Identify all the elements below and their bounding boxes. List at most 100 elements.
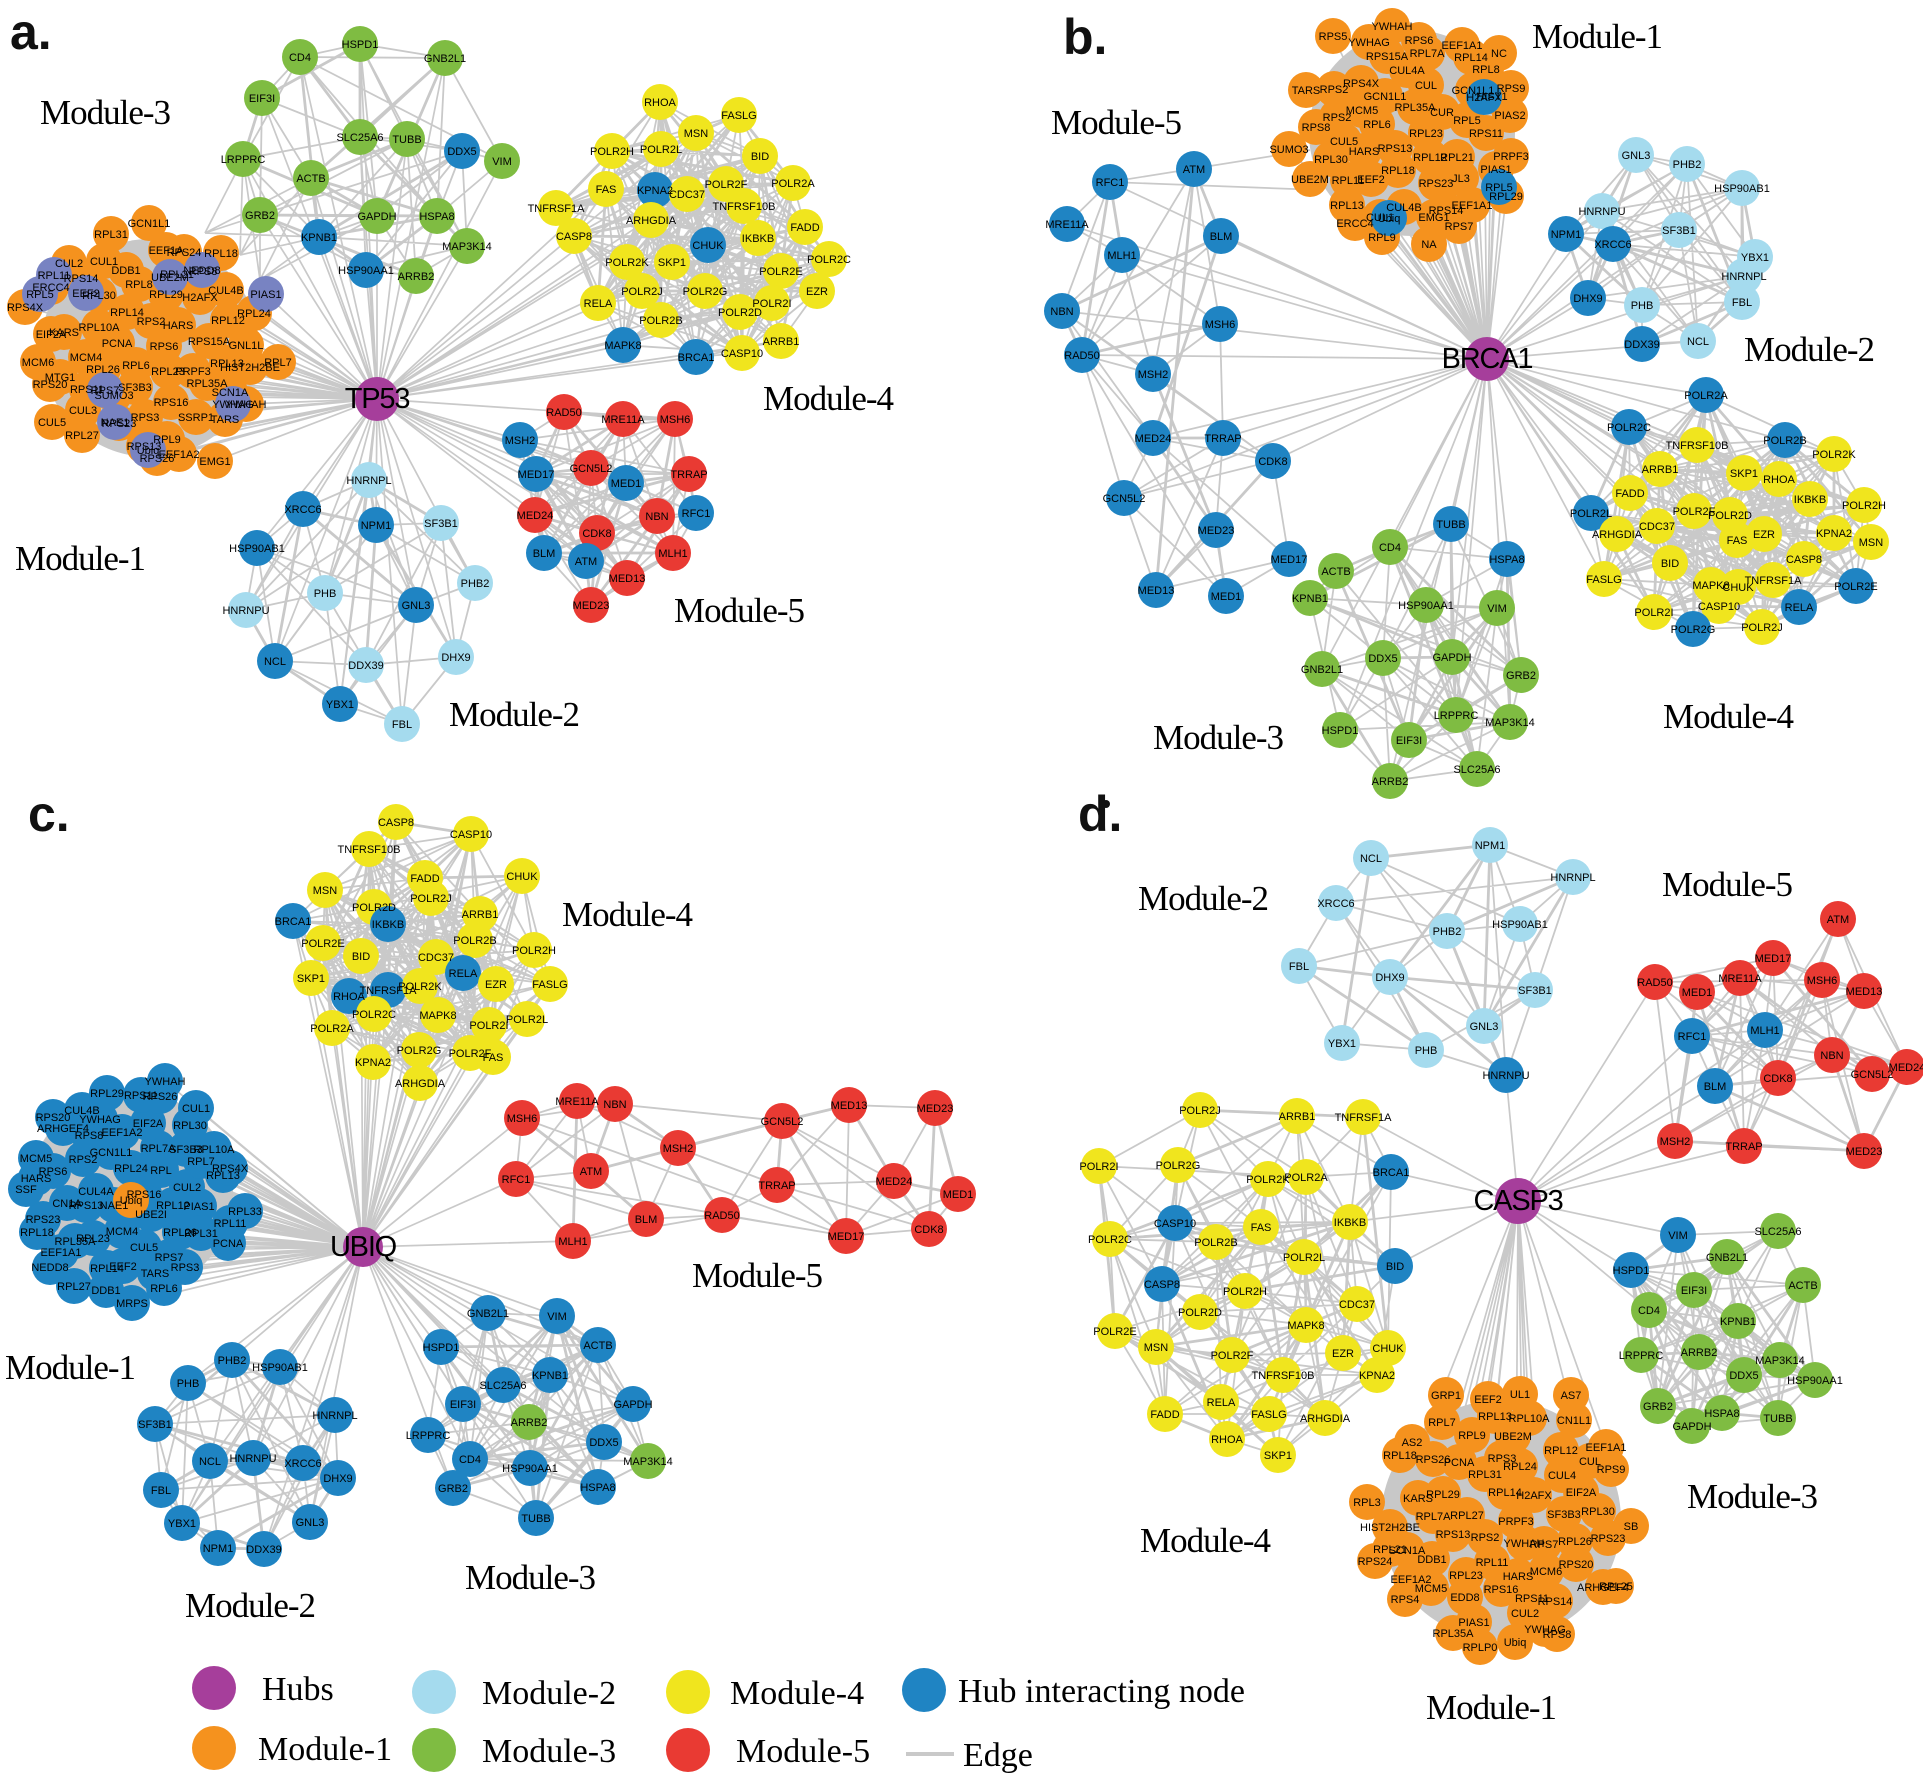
svg-text:Module-3: Module-3 xyxy=(1153,718,1284,757)
svg-text:Module-4: Module-4 xyxy=(730,1675,864,1712)
svg-text:MCM6: MCM6 xyxy=(22,357,54,369)
svg-text:RELA: RELA xyxy=(1207,1397,1236,1409)
svg-text:NCL: NCL xyxy=(264,656,286,668)
svg-text:LRPPRC: LRPPRC xyxy=(221,154,266,166)
svg-text:POLR2J: POLR2J xyxy=(410,893,452,905)
svg-text:BRCA1: BRCA1 xyxy=(1373,1167,1410,1179)
svg-text:CUL4: CUL4 xyxy=(1548,1470,1576,1482)
svg-text:TUBB: TUBB xyxy=(521,1513,550,1525)
svg-text:RPS2: RPS2 xyxy=(69,1154,98,1166)
svg-text:CHUK: CHUK xyxy=(1722,582,1754,594)
svg-text:Module-4: Module-4 xyxy=(1140,1521,1271,1560)
svg-text:PHB: PHB xyxy=(1631,300,1654,312)
svg-text:Module-4: Module-4 xyxy=(562,895,693,934)
svg-text:ARRB1: ARRB1 xyxy=(462,909,499,921)
svg-text:YWHAG: YWHAG xyxy=(79,1114,121,1126)
svg-text:CASP10: CASP10 xyxy=(450,829,492,841)
svg-text:GAPDH: GAPDH xyxy=(357,211,396,223)
svg-text:ARHGDIA: ARHGDIA xyxy=(1592,529,1643,541)
svg-text:FASLG: FASLG xyxy=(1251,1409,1286,1421)
svg-text:POLR2L: POLR2L xyxy=(1283,1252,1325,1264)
svg-text:HNRNPU: HNRNPU xyxy=(229,1453,276,1465)
svg-text:RFC1: RFC1 xyxy=(682,508,711,520)
svg-text:PIAS1: PIAS1 xyxy=(250,289,281,301)
svg-text:RPS23: RPS23 xyxy=(1591,1533,1626,1545)
svg-text:CUL4A: CUL4A xyxy=(1389,65,1425,77)
svg-text:POLR2A: POLR2A xyxy=(310,1023,354,1035)
svg-text:JL3: JL3 xyxy=(1452,173,1470,185)
svg-text:RPL27: RPL27 xyxy=(65,430,99,442)
svg-text:RFC1: RFC1 xyxy=(502,1174,531,1186)
svg-text:RPL13: RPL13 xyxy=(1478,1411,1512,1423)
svg-text:Module-2: Module-2 xyxy=(1744,330,1874,369)
svg-text:GCN5L2: GCN5L2 xyxy=(570,463,613,475)
svg-text:DDB1: DDB1 xyxy=(1417,1554,1446,1566)
svg-text:EIF3I: EIF3I xyxy=(1396,735,1422,747)
svg-text:CHUK: CHUK xyxy=(506,871,538,883)
svg-text:SF3B1: SF3B1 xyxy=(1518,985,1552,997)
svg-text:GNB2L1: GNB2L1 xyxy=(424,53,466,65)
svg-text:CUL5: CUL5 xyxy=(38,417,66,429)
svg-text:CDC37: CDC37 xyxy=(1639,521,1675,533)
svg-text:NCL: NCL xyxy=(199,1456,221,1468)
svg-text:TARS: TARS xyxy=(1292,85,1321,97)
svg-text:RPL10A: RPL10A xyxy=(194,1144,236,1156)
svg-text:GNL3: GNL3 xyxy=(296,1517,325,1529)
svg-text:Ubiq: Ubiq xyxy=(1504,1637,1527,1649)
svg-text:TUBB: TUBB xyxy=(392,134,421,146)
svg-text:RPS7: RPS7 xyxy=(91,385,120,397)
svg-text:CUL4B: CUL4B xyxy=(208,285,243,297)
svg-text:RPL30: RPL30 xyxy=(1314,154,1348,166)
svg-text:MAP3K14: MAP3K14 xyxy=(1485,717,1535,729)
svg-text:POLR2C: POLR2C xyxy=(1088,1234,1132,1246)
svg-text:TNFRSF10B: TNFRSF10B xyxy=(1252,1370,1315,1382)
svg-text:CUR: CUR xyxy=(1430,107,1454,119)
svg-text:ARHGEF4: ARHGEF4 xyxy=(1577,1582,1629,1594)
svg-text:MAPK8: MAPK8 xyxy=(1287,1320,1324,1332)
svg-text:PHB: PHB xyxy=(1415,1045,1438,1057)
svg-text:RPL35A: RPL35A xyxy=(1395,102,1437,114)
svg-text:MRE11A: MRE11A xyxy=(1718,973,1762,985)
svg-text:RPL7: RPL7 xyxy=(264,357,292,369)
svg-text:RPL9: RPL9 xyxy=(1368,232,1396,244)
svg-text:XRCC6: XRCC6 xyxy=(284,504,321,516)
svg-text:POLR2E: POLR2E xyxy=(1093,1326,1136,1338)
svg-text:BLM: BLM xyxy=(1704,1081,1727,1093)
svg-text:MRPS: MRPS xyxy=(116,1298,148,1310)
svg-text:MRE11A: MRE11A xyxy=(601,414,645,426)
svg-text:RPL7A: RPL7A xyxy=(1410,48,1446,60)
svg-text:RPL29: RPL29 xyxy=(1426,1489,1460,1501)
svg-text:PCNA: PCNA xyxy=(213,1238,244,1250)
svg-text:RPL18: RPL18 xyxy=(1381,165,1415,177)
svg-text:MSH6: MSH6 xyxy=(507,1113,538,1125)
svg-text:POLR2A: POLR2A xyxy=(1284,1172,1328,1184)
svg-text:HSPA8: HSPA8 xyxy=(1704,1408,1739,1420)
svg-text:VIM: VIM xyxy=(1668,1230,1688,1242)
svg-text:VIM: VIM xyxy=(1487,603,1507,615)
svg-text:RPL14: RPL14 xyxy=(110,307,144,319)
svg-text:MLH1: MLH1 xyxy=(1107,250,1136,262)
svg-text:RPS4X: RPS4X xyxy=(7,302,44,314)
svg-text:MAPK8: MAPK8 xyxy=(1692,580,1729,592)
svg-text:VIM: VIM xyxy=(547,1311,567,1323)
svg-text:RPL11: RPL11 xyxy=(1332,175,1365,187)
svg-text:RPL8: RPL8 xyxy=(1472,64,1500,76)
svg-text:RHOA: RHOA xyxy=(1763,474,1795,486)
svg-text:EEF2: EEF2 xyxy=(109,1261,137,1273)
svg-text:POLR2G: POLR2G xyxy=(1156,1160,1201,1172)
svg-text:NCL: NCL xyxy=(1360,853,1382,865)
svg-text:RPS24: RPS24 xyxy=(167,247,202,259)
svg-text:SKP1: SKP1 xyxy=(658,257,686,269)
svg-text:Module-5: Module-5 xyxy=(674,591,805,630)
svg-text:RPS4X: RPS4X xyxy=(212,1163,249,1175)
svg-text:YBX1: YBX1 xyxy=(326,699,354,711)
svg-text:CDK8: CDK8 xyxy=(582,528,611,540)
svg-text:NEDD8: NEDD8 xyxy=(31,1262,68,1274)
svg-text:RPS2: RPS2 xyxy=(1323,112,1352,124)
svg-text:RAD50: RAD50 xyxy=(1064,350,1099,362)
svg-text:FAS: FAS xyxy=(596,184,617,196)
svg-text:FADD: FADD xyxy=(790,222,819,234)
svg-text:KPNB1: KPNB1 xyxy=(1720,1316,1756,1328)
svg-text:RPL: RPL xyxy=(150,1165,171,1177)
svg-text:LRPPRC: LRPPRC xyxy=(1619,1350,1664,1362)
